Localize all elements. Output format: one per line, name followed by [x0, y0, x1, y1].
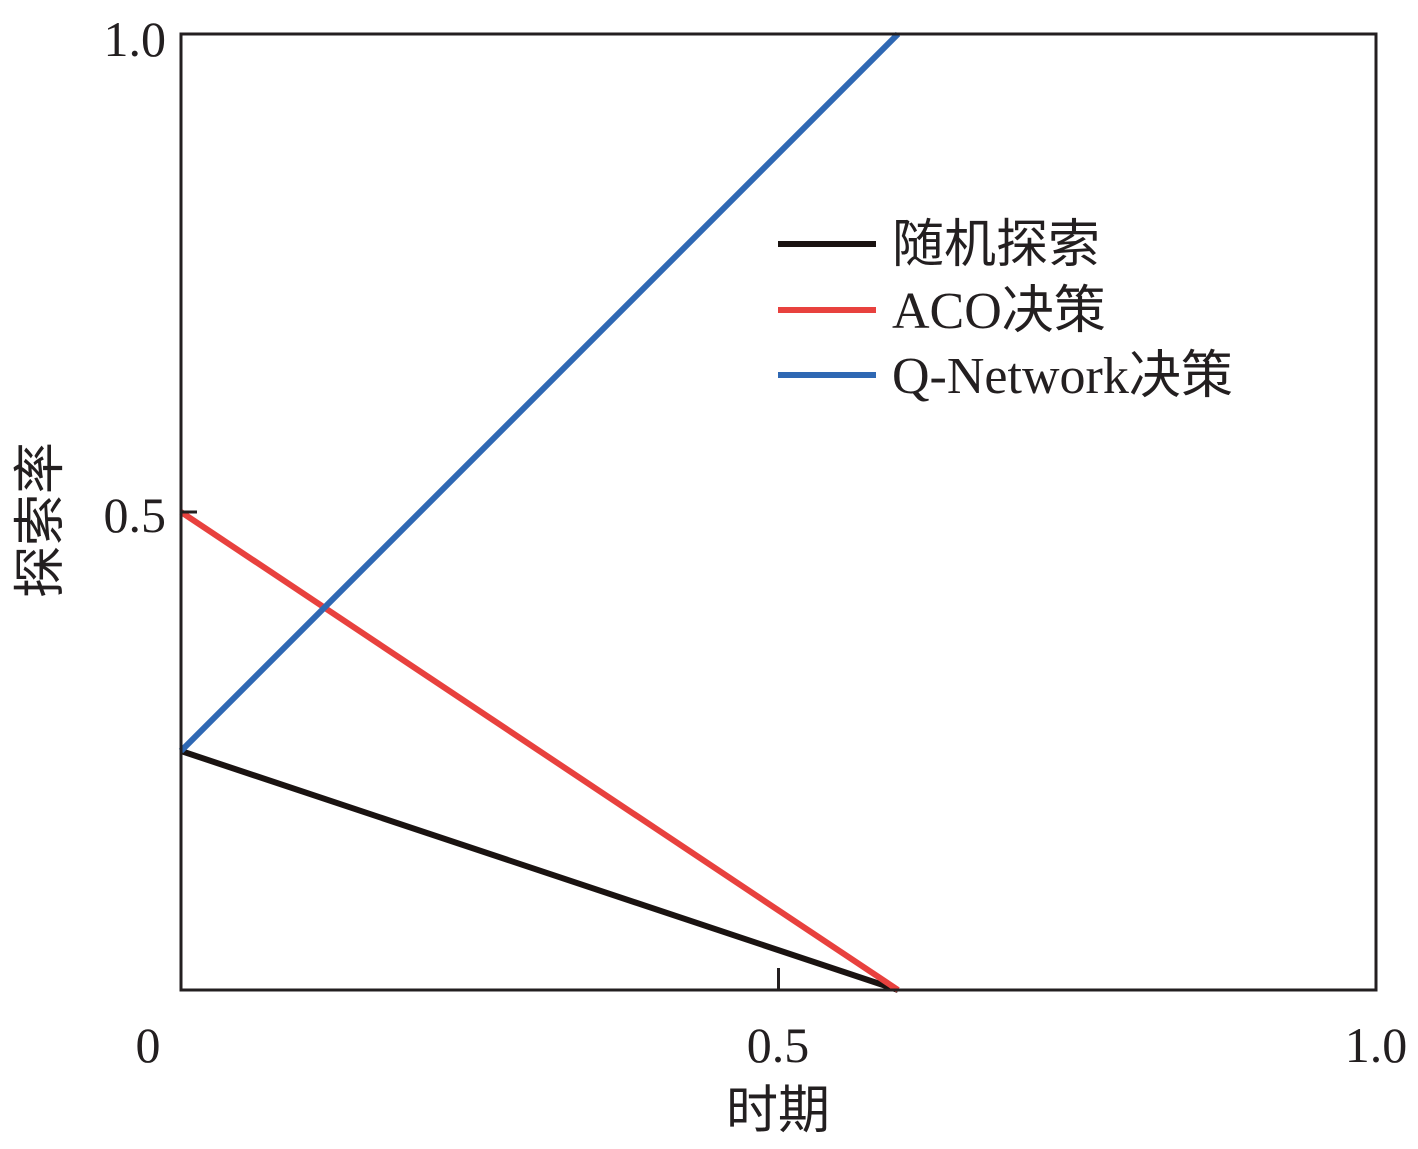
x-tick-label-0: 0: [136, 1017, 161, 1073]
series-line-1: [179, 509, 900, 993]
series-line-2: [178, 31, 901, 754]
legend-label-2: Q-Network决策: [892, 348, 1233, 405]
legend: 随机探索 ACO决策 Q-Network决策: [778, 217, 1233, 405]
x-tick-label-2: 1.0: [1345, 1017, 1408, 1073]
y-axis-label: 探索率: [13, 442, 70, 598]
legend-label-1: ACO决策: [892, 283, 1106, 340]
y-tick-label-0: 0.5: [104, 487, 167, 543]
ticks-layer: [181, 510, 780, 990]
series-line-0: [180, 748, 899, 993]
plot-frame: [179, 32, 1378, 992]
legend-label-0: 随机探索: [892, 217, 1100, 274]
x-axis-label: 时期: [726, 1083, 830, 1140]
series-layer: [178, 31, 901, 993]
x-tick-label-1: 0.5: [747, 1017, 810, 1073]
y-tick-label-1: 1.0: [104, 11, 167, 67]
